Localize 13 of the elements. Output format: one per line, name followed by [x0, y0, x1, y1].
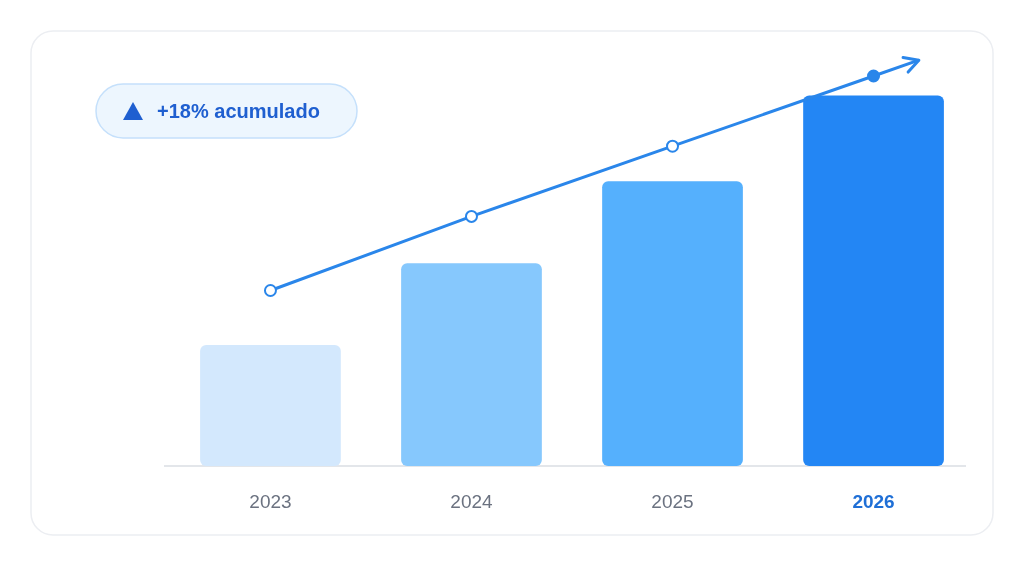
x-tick-label: 2025 [651, 491, 694, 512]
annotation: +18% acumulado [157, 100, 320, 122]
point [867, 69, 881, 83]
bar [200, 345, 341, 466]
bar [602, 181, 743, 466]
badge: +18% acumulado [95, 83, 358, 139]
bar [401, 263, 542, 466]
x-tick-label: 2026 [852, 491, 895, 512]
x-tick-label: 2024 [450, 491, 494, 512]
point [666, 139, 680, 153]
point [263, 284, 277, 297]
x-tick-label: 2023 [249, 491, 292, 512]
point [464, 209, 478, 223]
